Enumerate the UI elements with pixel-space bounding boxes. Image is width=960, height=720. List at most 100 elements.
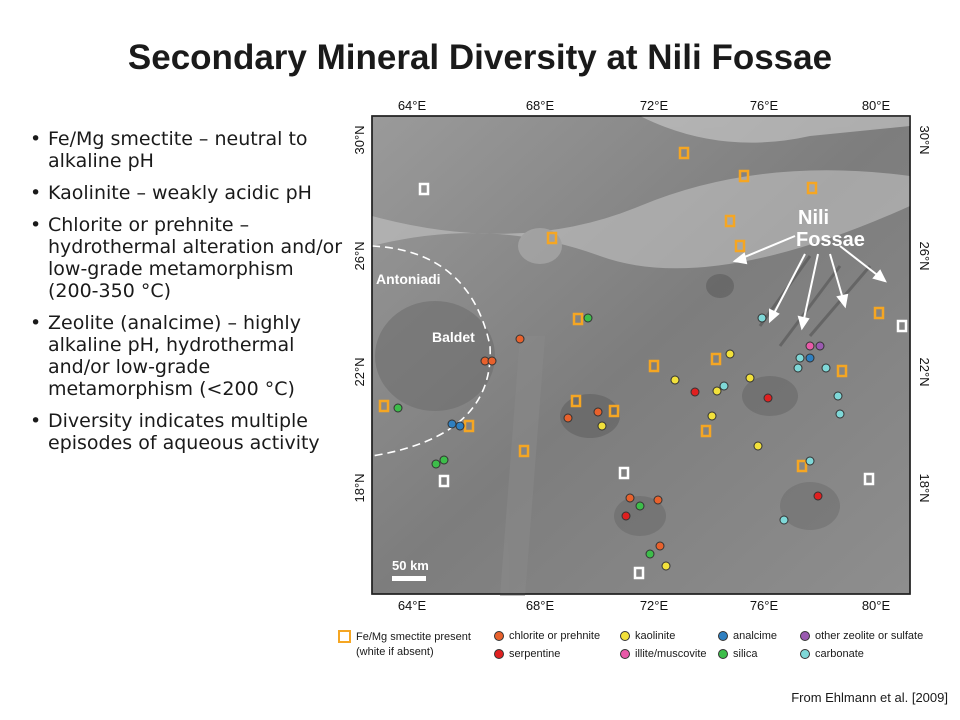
zeolite-dot [815,341,825,351]
illite-dot [805,341,815,351]
antoniadi-label: Antoniadi [376,271,441,287]
smectite-marker [873,306,885,320]
source-credit: From Ehlmann et al. [2009] [791,690,948,705]
smectite-marker [836,364,848,378]
nili-label: Nili [798,207,829,229]
smectite-marker [710,352,722,366]
lat-label-right: 30°N [917,125,932,154]
bullet-text: Chlorite or prehnite – hydrothermal alte… [48,214,343,302]
carbonate-dot [795,353,805,363]
lon-label-bottom: 68°E [526,598,555,613]
silica-dot [645,549,655,559]
carbonate-dot [805,456,815,466]
lat-label-left: 30°N [352,125,367,154]
smectite-marker [546,231,558,245]
chlorite-dot [655,541,665,551]
serpentine-dot [690,387,700,397]
scale-bar-label: 50 km [392,558,429,573]
carbonate-dot [821,363,831,373]
lat-label-left: 26°N [352,241,367,270]
bullet-text: Fe/Mg smectite – neutral to alkaline pH [48,128,308,172]
bullet-item: • Chlorite or prehnite – hydrothermal alt… [30,214,350,302]
kaolinite-dot-icon [620,631,630,641]
legend-chlorite: chlorite or prehnite [494,630,600,642]
fossae-label: Fossae [796,229,865,251]
smectite-marker [378,399,390,413]
bullet-dot-icon: • [30,410,42,432]
smectite-marker [648,359,660,373]
legend-analcime: analcime [718,630,777,642]
chlorite-dot [593,407,603,417]
bullet-item: • Diversity indicates multiple episodes o… [30,410,350,454]
mineral-map: 64°E 68°E 72°E 76°E 80°E 64°E 68°E 72°E … [352,98,932,613]
smectite-marker [738,169,750,183]
smectite-marker [724,214,736,228]
illite-dot-icon [620,649,630,659]
serpentine-dot [813,491,823,501]
smectite-markers [378,146,885,473]
absent-marker [418,182,430,196]
silica-dot-icon [718,649,728,659]
smectite-marker [518,444,530,458]
carbonate-dot [757,313,767,323]
bullet-text: Zeolite (analcime) – highly alkaline pH,… [48,312,301,400]
lon-label-bottom: 64°E [398,598,427,613]
kaolinite-dot [753,441,763,451]
zeolite-dot-icon [800,631,810,641]
lon-label-bottom: 76°E [750,598,779,613]
silica-dot [439,455,449,465]
smectite-marker [572,312,584,326]
smectite-square-icon [338,630,351,643]
slide-title: Secondary Mineral Diversity at Nili Foss… [127,38,833,77]
map-frame [371,115,911,595]
scale-bar [392,576,426,581]
lon-label-top: 80°E [862,98,891,113]
lon-label-bottom: 72°E [640,598,669,613]
analcime-dot [455,421,465,431]
kaolinite-dot [661,561,671,571]
absent-marker [438,474,450,488]
smectite-marker [678,146,690,160]
carbonate-dot [719,381,729,391]
legend-smectite-sub: (white if absent) [356,646,434,658]
absent-marker [633,566,645,580]
bullet-text: Diversity indicates multiple episodes of… [48,410,320,454]
bullet-text: Kaolinite – weakly acidic pH [48,182,312,204]
smectite-marker [806,181,818,195]
lat-label-right: 26°N [917,241,932,270]
smectite-marker [700,424,712,438]
lat-label-right: 22°N [917,357,932,386]
absent-markers [418,182,908,580]
legend-zeolite: other zeolite or sulfate [800,630,923,642]
kaolinite-dot [712,386,722,396]
silica-dot [583,313,593,323]
chlorite-dot [487,356,497,366]
legend-silica: silica [718,648,757,660]
smectite-marker [570,394,582,408]
lon-label-top: 64°E [398,98,427,113]
smectite-marker [734,239,746,253]
carbonate-dot [833,391,843,401]
silica-dot [431,459,441,469]
legend-kaolinite: kaolinite [620,630,675,642]
kaolinite-dot [725,349,735,359]
lon-label-top: 76°E [750,98,779,113]
legend-serpentine: serpentine [494,648,560,660]
lon-label-bottom: 80°E [862,598,891,613]
analcime-dot [805,353,815,363]
lon-label-top: 72°E [640,98,669,113]
kaolinite-dot [670,375,680,385]
carbonate-dot [793,363,803,373]
lat-label-right: 18°N [917,473,932,502]
carbonate-dot-icon [800,649,810,659]
kaolinite-dot [745,373,755,383]
serpentine-dot-icon [494,649,504,659]
serpentine-dot [763,393,773,403]
smectite-marker [796,459,808,473]
bullet-list: • Fe/Mg smectite – neutral to alkaline pH… [30,128,350,464]
legend-illite: illite/muscovite [620,648,707,660]
silica-dot [635,501,645,511]
smectite-marker [608,404,620,418]
bullet-dot-icon: • [30,182,42,204]
carbonate-dot [835,409,845,419]
